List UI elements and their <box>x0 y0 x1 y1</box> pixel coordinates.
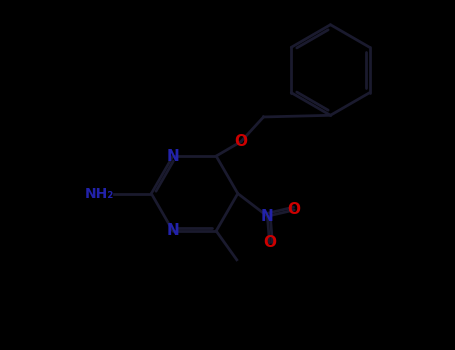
Text: NH₂: NH₂ <box>85 187 114 201</box>
Text: O: O <box>288 203 301 217</box>
Text: N: N <box>167 223 179 238</box>
Text: N: N <box>167 149 179 163</box>
Text: O: O <box>263 236 276 251</box>
Text: N: N <box>261 209 274 224</box>
Text: O: O <box>234 134 248 149</box>
